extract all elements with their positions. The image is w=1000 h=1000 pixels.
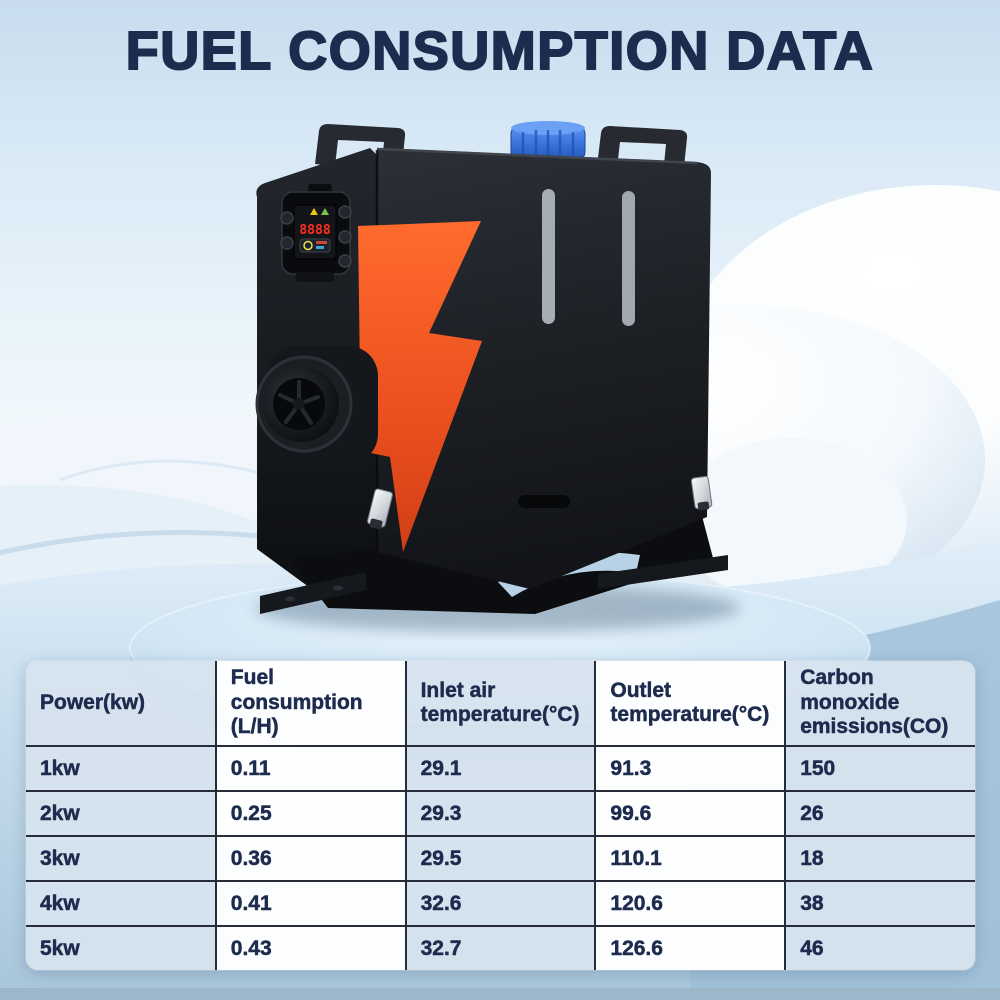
table-row: 4kw 0.41 32.6 120.6 38	[26, 881, 975, 927]
table-row: 5kw 0.43 32.7 126.6 46	[26, 926, 975, 970]
table-row: 2kw 0.25 29.3 99.6 26	[26, 791, 975, 837]
table-cell: 1kw	[26, 746, 217, 792]
display-digits: 8888	[299, 223, 330, 238]
table-cell: 38	[785, 881, 975, 927]
diesel-heater-illustration: 8888	[255, 121, 740, 632]
table-cell: 26	[785, 791, 975, 837]
table-cell: 32.7	[405, 926, 597, 970]
col-header-co-emissions: Carbon monoxide emissions(CO)	[785, 661, 975, 747]
panel-button	[338, 230, 352, 244]
mounting-foot-right	[598, 555, 728, 589]
table-cell: 18	[785, 836, 975, 882]
vent-slot-right	[622, 191, 635, 326]
col-header-outlet-temp: Outlet temperature(°C)	[595, 661, 787, 747]
table-cell: 0.11	[215, 746, 407, 792]
table-cell: 110.1	[595, 836, 787, 882]
table-cell: 3kw	[26, 836, 217, 882]
table-cell: 0.43	[215, 926, 407, 970]
lightning-decal	[358, 221, 482, 552]
table-row: 1kw 0.11 29.1 91.3 150	[26, 746, 975, 792]
vent-slots	[542, 189, 635, 326]
fuel-consumption-table: Power(kw) Fuel consumption (L/H) Inlet a…	[26, 661, 975, 970]
table-cell: 0.36	[215, 836, 407, 882]
foot-screw-hole2	[333, 585, 343, 591]
screen-graphic	[299, 238, 331, 253]
panel-button	[338, 205, 352, 219]
table-cell: 29.5	[405, 836, 597, 882]
table-header-row: Power(kw) Fuel consumption (L/H) Inlet a…	[26, 661, 975, 747]
snow-mound-center	[677, 438, 907, 602]
panel-mount	[296, 272, 334, 282]
control-panel: 8888	[280, 184, 352, 282]
bottom-slot	[518, 495, 570, 508]
front-top-edge	[376, 147, 698, 165]
table-cell: 4kw	[26, 881, 217, 927]
table-cell: 46	[785, 926, 975, 970]
carry-handle-right-icon	[597, 126, 688, 168]
status-icon	[321, 208, 329, 215]
col-header-inlet-temp: Inlet air temperature(°C)	[405, 661, 597, 747]
table-cell: 5kw	[26, 926, 217, 970]
table-cell: 91.3	[595, 746, 787, 792]
panel-button	[280, 236, 294, 250]
latch-clip-right	[690, 475, 713, 511]
latch-clip-left	[367, 488, 393, 530]
table-row: 3kw 0.36 29.5 110.1 18	[26, 836, 975, 882]
heat-outlet-duct	[255, 346, 378, 464]
table-cell: 2kw	[26, 791, 217, 837]
table-cell: 32.6	[405, 881, 597, 927]
panel-button	[338, 254, 352, 268]
table-cell: 120.6	[595, 881, 787, 927]
base-arch-cutout	[498, 552, 640, 597]
carry-handle-left-icon	[315, 124, 406, 166]
table-cell: 126.6	[595, 926, 787, 970]
table-cell: 150	[785, 746, 975, 792]
bottom-strip	[0, 988, 1000, 1000]
vent-slot-left	[542, 189, 555, 324]
table-cell: 29.1	[405, 746, 597, 792]
foot-screw-hole	[285, 596, 295, 602]
table-cell: 29.3	[405, 791, 597, 837]
table-cell: 0.41	[215, 881, 407, 927]
col-header-power: Power(kw)	[26, 661, 217, 747]
table-cell: 99.6	[595, 791, 787, 837]
panel-button	[280, 211, 294, 225]
page-title: FUEL CONSUMPTION DATA	[125, 20, 875, 82]
col-header-fuel-consumption: Fuel consumption (L/H)	[215, 661, 407, 747]
warning-icon	[310, 208, 318, 215]
mounting-foot-left	[260, 572, 366, 614]
table-cell: 0.25	[215, 791, 407, 837]
